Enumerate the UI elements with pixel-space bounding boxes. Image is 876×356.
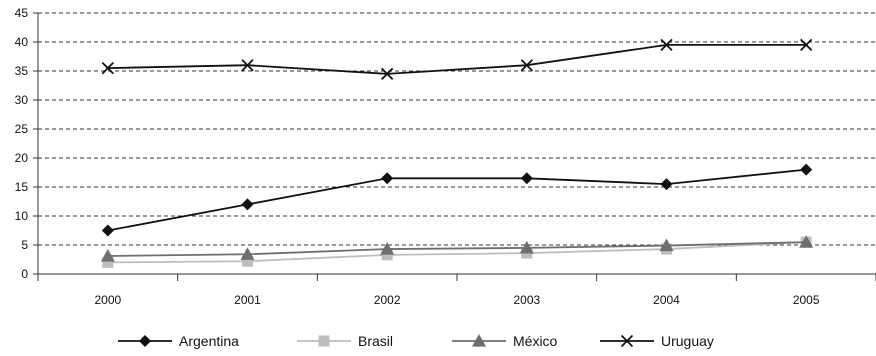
series-line-uruguay [107, 44, 807, 75]
legend-label: Argentina [179, 333, 239, 349]
y-tick-label: 25 [15, 122, 29, 136]
data-point-mxico [240, 247, 255, 260]
series-lines [100, 38, 814, 268]
legend-label: México [513, 333, 558, 349]
y-tick-label: 45 [15, 6, 29, 20]
series-line-argentina [107, 168, 807, 232]
series-line-mxico [107, 241, 807, 257]
data-point-mxico [799, 235, 814, 248]
series-argentina [101, 163, 813, 237]
legend-item-argentina: Argentina [118, 333, 239, 349]
legend-item-mxico: México [452, 333, 558, 349]
data-point-uruguay [241, 59, 254, 72]
y-tick-label: 0 [21, 267, 28, 281]
data-point-argentina [800, 163, 813, 176]
data-point-brasil [381, 249, 393, 261]
y-tick-label: 10 [15, 209, 29, 223]
grid-lines [38, 12, 876, 246]
data-point-argentina [520, 172, 533, 185]
legend-item-brasil: Brasil [297, 333, 393, 349]
legend-marker-uruguay [620, 334, 634, 348]
data-point-uruguay [660, 38, 673, 52]
data-point-uruguay [101, 61, 114, 75]
x-axis-tick-labels: 2000 2001 2002 2003 2004 2005 [94, 293, 819, 307]
axes [33, 12, 876, 281]
y-tick-label: 40 [15, 35, 29, 49]
y-axis-tick-labels: 0 5 10 15 20 25 30 35 40 45 [15, 6, 29, 281]
data-point-argentina [381, 172, 394, 185]
data-point-uruguay [800, 38, 813, 52]
data-point-mxico [100, 249, 115, 262]
x-tick-label: 2004 [653, 293, 680, 307]
legend-marker-mxico [472, 334, 486, 347]
series-brasil [102, 236, 812, 268]
y-tick-label: 20 [15, 151, 29, 165]
x-tick-label: 2005 [793, 293, 820, 307]
x-tick-label: 2002 [374, 293, 401, 307]
y-tick-label: 15 [15, 180, 29, 194]
data-point-argentina [241, 198, 254, 211]
data-point-uruguay [381, 67, 394, 81]
data-point-brasil [102, 256, 114, 268]
data-point-argentina [660, 178, 673, 191]
legend-marker-brasil [318, 335, 330, 347]
legend: Argentina Brasil México Uruguay [118, 333, 714, 349]
y-tick-label: 30 [15, 93, 29, 107]
data-point-uruguay [520, 59, 533, 72]
y-tick-label: 35 [15, 64, 29, 78]
legend-item-uruguay: Uruguay [600, 333, 714, 349]
data-point-mxico [380, 242, 395, 255]
data-point-mxico [519, 240, 534, 254]
series-line-brasil [107, 241, 807, 264]
y-tick-label: 5 [21, 238, 28, 252]
series-mxico [100, 235, 814, 262]
legend-marker-argentina [139, 335, 151, 347]
x-tick-label: 2000 [94, 293, 121, 307]
series-uruguay [101, 38, 813, 81]
legend-label: Uruguay [661, 333, 714, 349]
data-point-brasil [242, 255, 253, 267]
x-tick-label: 2003 [513, 293, 540, 307]
legend-label: Brasil [358, 333, 393, 349]
data-point-argentina [101, 224, 114, 237]
data-point-mxico [659, 238, 674, 252]
x-tick-label: 2001 [234, 293, 261, 307]
